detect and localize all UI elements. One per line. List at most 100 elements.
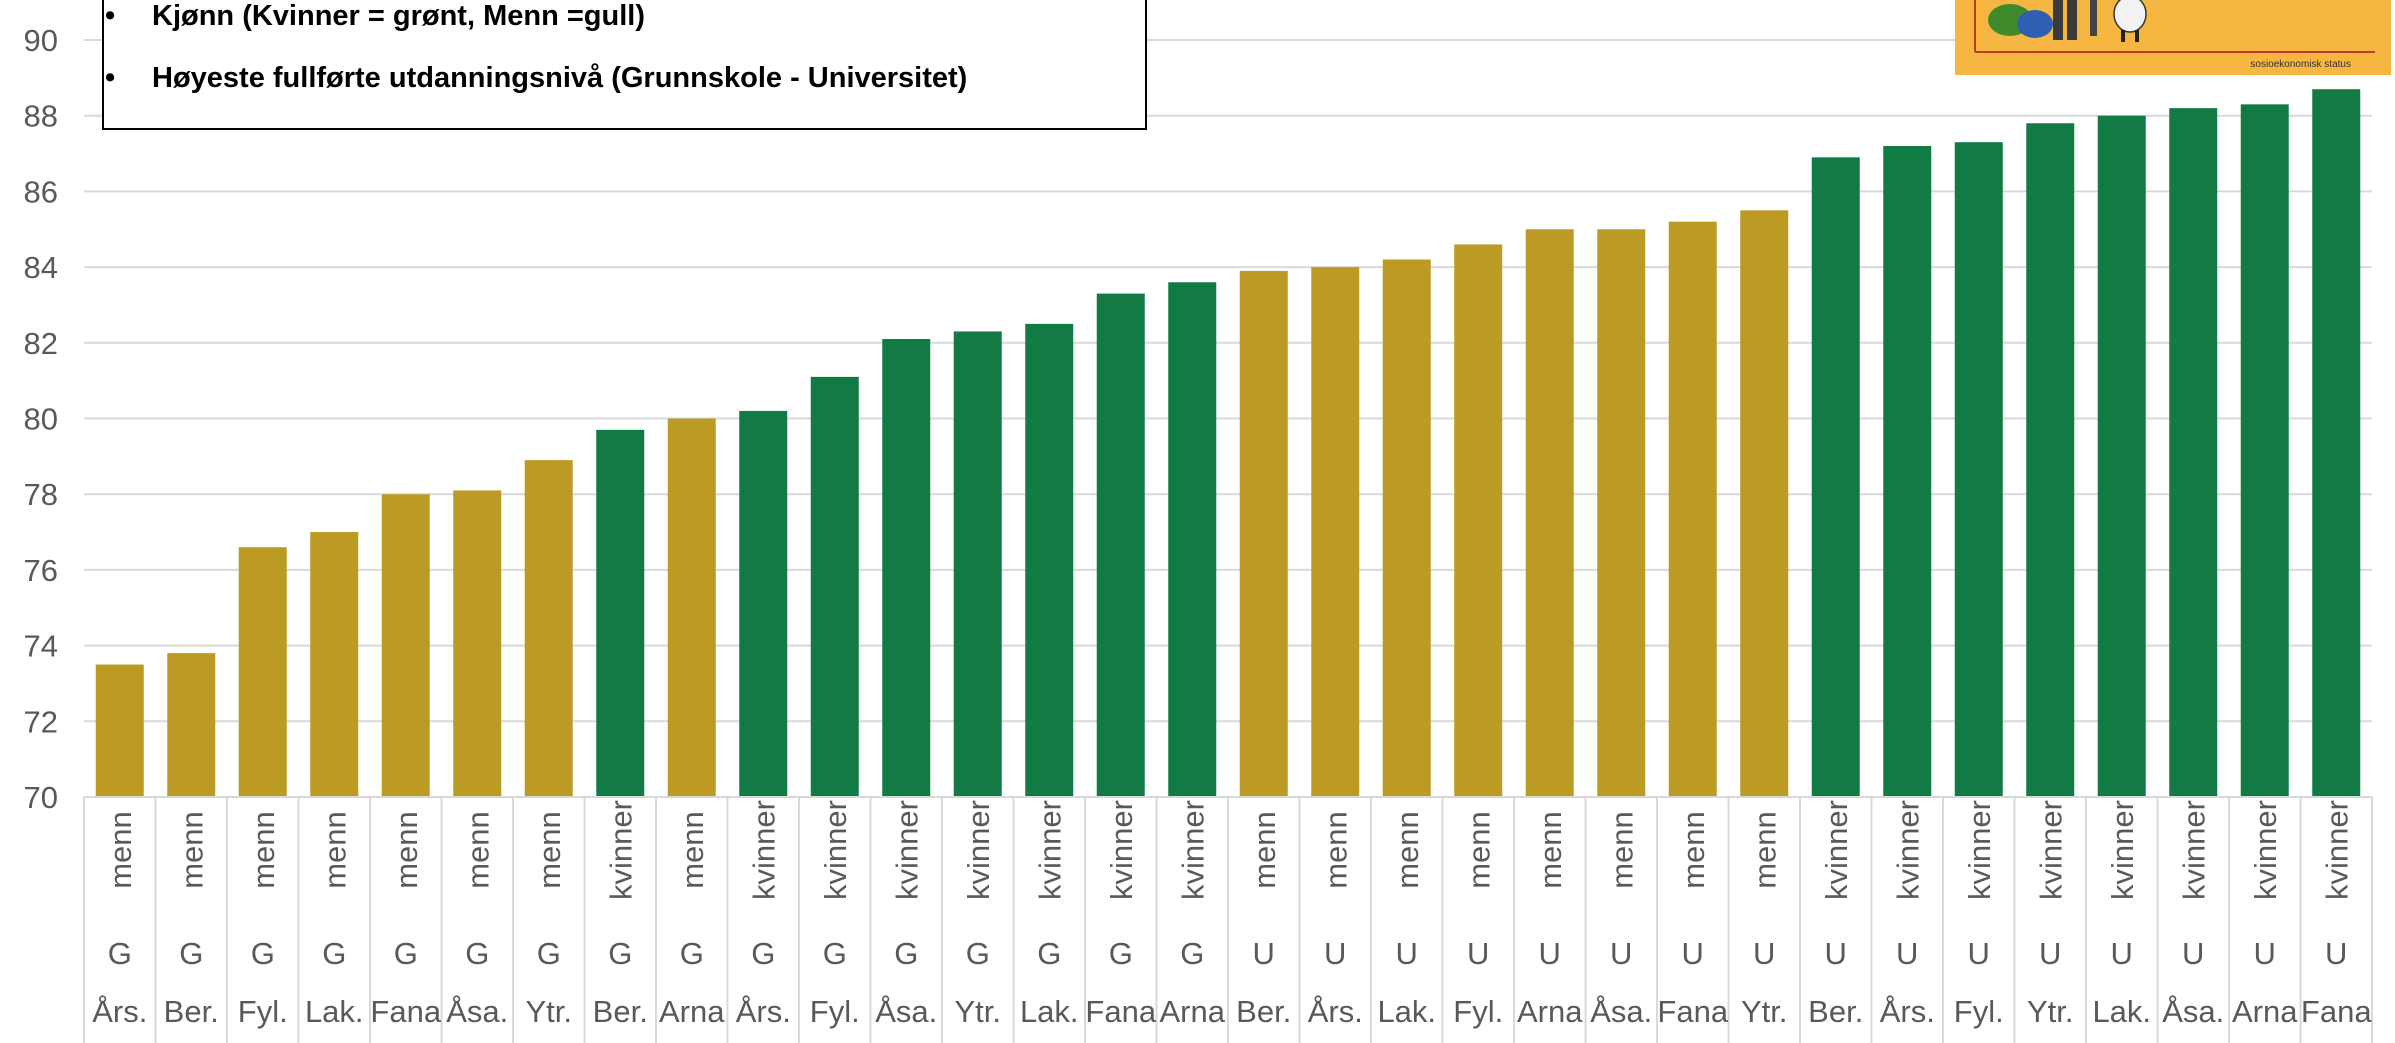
y-tick-label: 84 <box>24 250 58 285</box>
bar <box>310 532 359 797</box>
x-label-education: G <box>823 936 847 971</box>
x-label-gender: menn <box>532 811 567 889</box>
x-label-gender: menn <box>317 811 352 889</box>
x-label-place: Fyl. <box>1453 994 1503 1029</box>
x-label-education: G <box>394 936 418 971</box>
x-label-education: U <box>1539 936 1561 971</box>
x-label-place: Fyl. <box>1954 994 2004 1029</box>
x-label-education: U <box>2254 936 2276 971</box>
x-label-place: Fana <box>2301 994 2372 1029</box>
bar <box>1883 145 1932 798</box>
x-label-gender: kvinner <box>2319 800 2354 900</box>
bar <box>2097 115 2146 797</box>
x-label-gender: menn <box>174 811 209 889</box>
x-label-gender: menn <box>1247 811 1282 889</box>
bar <box>381 494 430 797</box>
x-label-gender: kvinner <box>1175 800 1210 900</box>
x-label-gender: kvinner <box>1819 800 1854 900</box>
bar <box>1168 282 1217 797</box>
x-label-gender: menn <box>1390 811 1425 889</box>
y-tick-label: 86 <box>24 174 58 209</box>
x-label-place: Arna <box>2232 994 2298 1029</box>
x-label-education: U <box>1825 936 1847 971</box>
x-label-education: U <box>1396 936 1418 971</box>
legend-text-education: Høyeste fullførte utdanningsnivå (Grunns… <box>152 62 968 94</box>
y-tick-label: 90 <box>24 23 58 58</box>
thumbnail-caption: sosioekonomisk status <box>2250 59 2351 70</box>
x-label-place: Ytr. <box>2027 994 2074 1029</box>
x-label-education: G <box>894 936 918 971</box>
bar <box>1454 244 1503 797</box>
x-label-gender: menn <box>1533 811 1568 889</box>
x-label-education: U <box>2182 936 2204 971</box>
x-label-gender: menn <box>246 811 281 889</box>
x-label-place: Års. <box>736 994 791 1029</box>
x-label-gender: menn <box>1676 811 1711 889</box>
x-label-place: Lak. <box>2092 994 2151 1029</box>
legend-text-gender: Kjønn (Kvinner = grønt, Menn =gull) <box>152 0 645 32</box>
x-label-gender: menn <box>675 811 710 889</box>
bar <box>167 653 216 797</box>
bar <box>1740 210 1789 797</box>
x-label-place: Ytr. <box>1741 994 1788 1029</box>
x-label-place: Lak. <box>1377 994 1436 1029</box>
x-label-education: G <box>108 936 132 971</box>
bar <box>1597 229 1646 797</box>
x-label-education: G <box>608 936 632 971</box>
x-label-education: U <box>2325 936 2347 971</box>
bar <box>2169 108 2218 797</box>
x-label-place: Arna <box>659 994 725 1029</box>
bar <box>667 418 716 797</box>
x-label-education: U <box>1467 936 1489 971</box>
x-label-place: Fana <box>1085 994 1156 1029</box>
y-tick-label: 70 <box>24 780 58 815</box>
bar <box>1811 157 1860 797</box>
x-label-place: Års. <box>1308 994 1363 1029</box>
x-label-education: U <box>1753 936 1775 971</box>
x-axis: menn G Års. menn G Ber. menn G Fyl. menn G Lak. menn… <box>83 796 2373 1043</box>
x-label-gender: menn <box>1318 811 1353 889</box>
bar <box>1311 267 1360 798</box>
x-label-place: Ber. <box>164 994 219 1029</box>
x-label-education: G <box>465 936 489 971</box>
x-label-education: U <box>1968 936 1990 971</box>
x-label-gender: menn <box>103 811 138 889</box>
x-label-gender: kvinner <box>1104 800 1139 900</box>
x-label-place: Arna <box>1517 994 1583 1029</box>
x-label-gender: kvinner <box>746 800 781 900</box>
bullet: • <box>105 0 116 32</box>
bar <box>1382 259 1431 797</box>
x-label-education: G <box>322 936 346 971</box>
x-label-gender: menn <box>389 811 424 889</box>
bar <box>739 410 788 797</box>
x-label-education: U <box>1896 936 1918 971</box>
y-tick-label: 88 <box>24 99 58 134</box>
x-label-education: G <box>179 936 203 971</box>
x-label-place: Fyl. <box>238 994 288 1029</box>
x-label-education: G <box>251 936 275 971</box>
bar <box>1954 142 2003 797</box>
x-label-place: Års. <box>1880 994 1935 1029</box>
bar <box>1025 323 1074 797</box>
x-label-gender: kvinner <box>2105 800 2140 900</box>
x-label-gender: kvinner <box>1962 800 1997 900</box>
x-label-education: U <box>1610 936 1632 971</box>
bar <box>453 490 502 797</box>
x-label-place: Ytr. <box>954 994 1001 1029</box>
x-label-education: G <box>751 936 775 971</box>
bars <box>95 89 2361 798</box>
bar <box>238 547 287 797</box>
x-label-education: G <box>680 936 704 971</box>
x-label-gender: kvinner <box>1032 800 1067 900</box>
x-label-education: U <box>2039 936 2061 971</box>
bar <box>1668 221 1717 797</box>
bar <box>2312 89 2361 797</box>
bar <box>1239 270 1288 797</box>
x-label-gender: menn <box>1604 811 1639 889</box>
x-label-gender: kvinner <box>2033 800 2068 900</box>
x-label-gender: kvinner <box>818 800 853 900</box>
bar <box>524 460 573 797</box>
x-label-gender: menn <box>1461 811 1496 889</box>
x-label-education: G <box>1109 936 1133 971</box>
x-label-education: G <box>1037 936 1061 971</box>
